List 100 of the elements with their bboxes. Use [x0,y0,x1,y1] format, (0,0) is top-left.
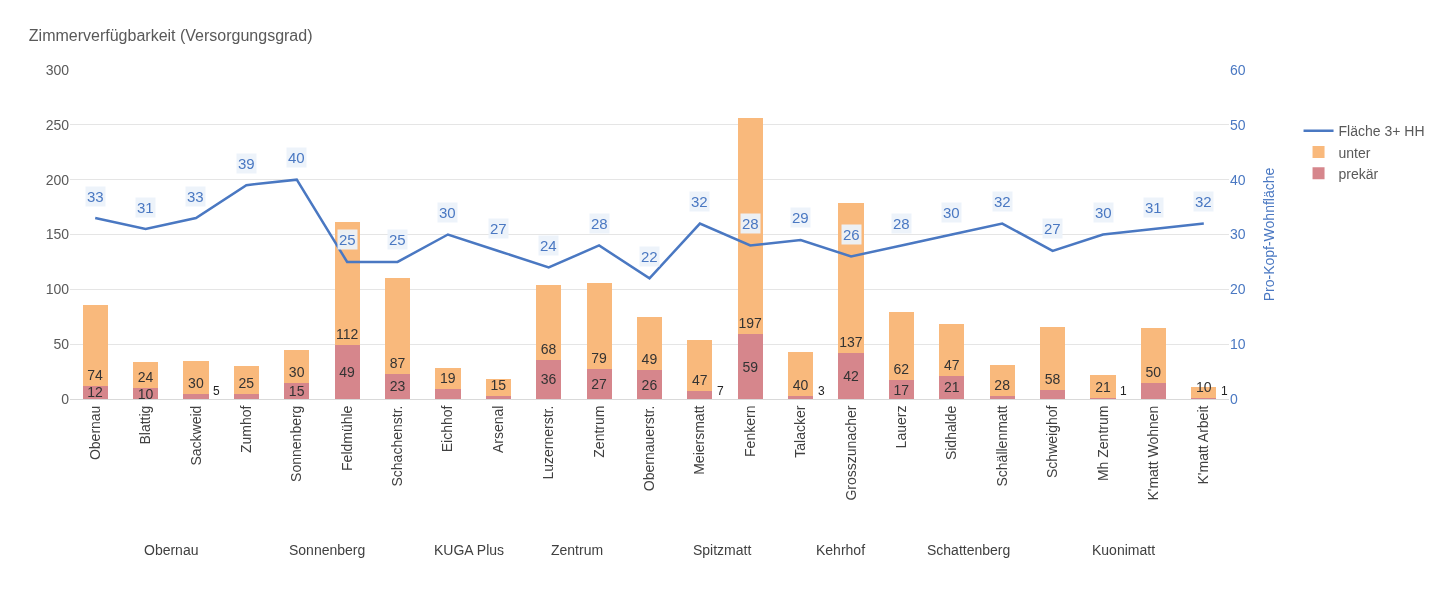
text: Spitzmatt [693,542,752,558]
text: Kehrhof [816,542,866,558]
bar [838,202,864,353]
data-label: 28 [742,215,759,232]
bar [636,316,663,371]
bar [737,118,763,335]
data-label: 197 [738,315,763,332]
x-tick-label: Blattig [137,405,154,445]
x-tick-label: Obernau [86,405,103,461]
text: Kuonimatt [1092,542,1156,558]
text: Schattenberg [927,542,1011,558]
legend-label: unter [1338,144,1371,161]
data-label: 27 [591,376,607,393]
data-label: 17 [893,381,910,398]
data-label: 33 [187,188,204,205]
x-tick-label: Schachenstr. [389,405,406,487]
chart-title: Zimmerverfügbarkeit (Versorgungsgrad) [28,27,313,45]
data-label: 59 [742,358,759,375]
legend-label: prekär [1338,165,1379,182]
bar [687,339,713,392]
data-label: 50 [1145,363,1162,380]
data-label: 28 [893,215,910,232]
data-label: 137 [839,333,863,350]
bar [334,345,360,399]
data-label: 7 [717,384,724,398]
bar [233,393,259,399]
data-label: 112 [335,326,359,343]
y2-tick-label: 20 [1230,281,1246,298]
bar [687,391,713,399]
data-label: 33 [87,188,104,205]
data-label: 22 [641,248,658,265]
data-label: 39 [238,155,255,172]
data-label: 1 [1120,384,1127,398]
x-tick-label: Mh Zentrum [1094,405,1111,482]
y2-tick-label: 30 [1230,226,1246,243]
bar [939,324,965,376]
data-label: 21 [943,379,960,396]
bar [1040,326,1066,391]
data-label: 30 [188,374,204,391]
y2-tick-label: 10 [1230,336,1246,353]
data-label: 31 [137,199,154,216]
data-label: 32 [691,193,708,210]
data-label: 30 [288,363,305,380]
x-tick-label: Zumhof [237,405,254,454]
data-label: 21 [1095,378,1111,395]
bar [1040,390,1066,399]
data-label: 49 [339,364,356,381]
text: KUGA Plus [434,542,505,558]
data-label: 15 [490,376,507,393]
bar [384,278,411,374]
data-label: 1 [1221,384,1228,398]
data-label: 58 [1044,371,1061,388]
data-label: 28 [591,215,608,232]
bar [1090,374,1116,398]
data-label: 31 [1145,199,1162,216]
bar [586,369,612,399]
x-tick-label: Fenkern [741,405,758,457]
x-tick-label: Arsenal [489,405,506,454]
data-label: 27 [490,220,507,237]
bar [586,282,612,370]
bar [989,395,1015,399]
data-label: 27 [1044,220,1061,237]
x-tick-label: Obernauerstr. [641,405,658,492]
legend-label: Fläche 3+ HH [1338,123,1425,140]
x-tick-label: K'matt Arbeit [1195,405,1212,485]
data-label: 3 [818,384,825,398]
data-label: 29 [792,209,809,226]
x-tick-label: Meiersmatt [691,405,708,475]
y-tick-label: 200 [45,171,70,188]
data-label: 47 [943,356,960,373]
data-label: 25 [238,374,255,391]
y-tick-label: 250 [45,116,70,133]
x-tick-label: Sidhalde [943,405,960,461]
y2-tick-label: 50 [1230,116,1246,133]
x-tick-label: Talacker [792,405,809,458]
x-tick-label: Schällenmatt [993,405,1010,487]
data-label: 25 [339,231,356,248]
data-label: 62 [893,361,910,378]
y2-tick-label: 60 [1230,61,1246,78]
bar [838,352,864,399]
bar [1140,382,1167,399]
bar [485,395,511,399]
bar [536,284,562,360]
x-tick-label: Luzernerstr. [540,405,557,480]
data-label: 30 [1095,204,1112,221]
y2-tick-label: 40 [1230,171,1246,188]
x-tick-label: Zentrum [590,405,607,458]
data-label: 40 [792,376,809,393]
bar [82,304,108,386]
x-tick-label: K'matt Wohnen [1144,405,1161,501]
y2-tick-label: 0 [1230,390,1238,407]
bar [183,360,209,394]
data-label: 19 [440,370,456,387]
data-label: 30 [439,204,456,221]
data-label: 47 [692,372,708,389]
text: Obernau [144,542,199,558]
data-label: 28 [994,376,1011,393]
data-label: 25 [389,231,406,248]
data-label: 68 [540,340,557,357]
y2-axis-title: Pro-Kopf-Wohnfläche [1261,167,1277,302]
